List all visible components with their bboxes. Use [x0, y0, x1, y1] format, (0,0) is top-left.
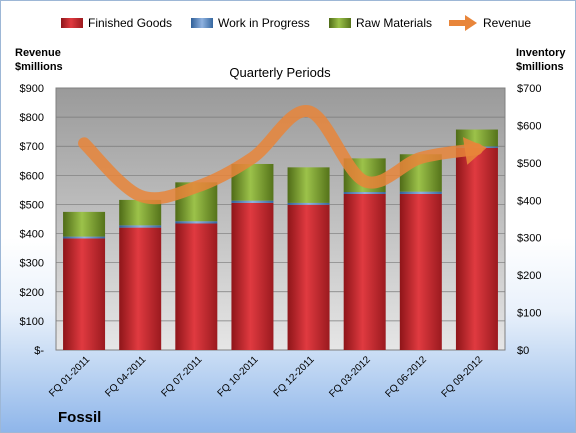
legend-label-work-in-progress: Work in Progress	[218, 16, 310, 30]
revenue-line-arrowhead	[462, 137, 487, 165]
legend-label-raw-materials: Raw Materials	[356, 16, 432, 30]
left-tick-label: $200	[20, 287, 44, 299]
left-tick-label: $900	[20, 83, 44, 95]
category-label: FQ 09-2012	[440, 354, 486, 400]
category-label: FQ 10-2011	[216, 354, 261, 399]
bar-work-in-progress	[231, 200, 274, 203]
bar-finished-goods	[119, 227, 162, 350]
bar-work-in-progress	[287, 202, 330, 205]
right-tick-label: $0	[517, 345, 529, 357]
left-tick-label: $700	[20, 141, 44, 153]
bar-raw-materials	[63, 211, 106, 237]
left-tick-label: $300	[20, 258, 44, 270]
legend-label-revenue: Revenue	[483, 16, 531, 30]
bar-finished-goods	[455, 147, 498, 350]
legend-label-finished-goods: Finished Goods	[88, 16, 172, 30]
right-tick-label: $300	[517, 233, 541, 245]
category-label: FQ 04-2011	[103, 354, 148, 399]
revenue-line-layer	[78, 105, 487, 205]
left-axis-title-line1: Revenue	[15, 47, 61, 59]
bar-finished-goods	[399, 193, 442, 350]
left-tick-label: $600	[20, 170, 44, 182]
right-tick-label: $700	[517, 83, 541, 95]
left-tick-label: $100	[20, 316, 44, 328]
right-tick-label: $600	[517, 120, 541, 132]
legend-swatch-raw-materials	[329, 18, 351, 28]
right-axis-ticks: $0 $100 $200 $300 $400 $500 $600 $700	[517, 83, 541, 357]
category-label: FQ 12-2011	[272, 354, 317, 399]
right-tick-label: $500	[517, 158, 541, 170]
right-axis-title-line1: Inventory	[516, 47, 566, 59]
bar-work-in-progress	[343, 192, 386, 194]
bar-finished-goods	[287, 204, 330, 350]
right-tick-label: $100	[517, 308, 541, 320]
bar-finished-goods	[175, 223, 218, 350]
left-tick-label: $800	[20, 112, 44, 124]
left-tick-label: $500	[20, 199, 44, 211]
left-axis-title-line2: $millions	[15, 61, 63, 73]
bar-finished-goods	[343, 193, 386, 350]
category-label: FQ 07-2011	[159, 354, 204, 399]
legend-swatch-revenue	[449, 15, 477, 31]
bar-finished-goods	[231, 202, 274, 350]
category-label: FQ 06-2012	[383, 354, 429, 400]
legend: Finished Goods Work in Progress Raw Mate…	[61, 15, 531, 31]
bar-work-in-progress	[63, 236, 106, 239]
right-tick-label: $200	[517, 270, 541, 282]
bar-work-in-progress	[399, 191, 442, 194]
bar-work-in-progress	[175, 221, 218, 224]
company-name: Fossil	[58, 409, 101, 426]
bar-raw-materials	[287, 167, 330, 203]
left-tick-label: $400	[20, 229, 44, 241]
bars	[63, 129, 498, 350]
bar-work-in-progress	[119, 225, 162, 228]
category-labels: FQ 01-2011 FQ 04-2011 FQ 07-2011 FQ 10-2011…	[47, 354, 485, 400]
legend-swatch-work-in-progress	[191, 18, 213, 28]
bar-finished-goods	[63, 238, 106, 350]
left-axis-ticks: $- $100 $200 $300 $400 $500 $600 $700 $800 $900	[20, 83, 45, 357]
category-label: FQ 01-2011	[47, 354, 92, 399]
revenue-line	[78, 105, 483, 205]
right-axis-title-line2: $millions	[516, 61, 564, 73]
right-tick-label: $400	[517, 195, 541, 207]
legend-swatch-finished-goods	[61, 18, 83, 28]
category-label: FQ 03-2012	[327, 354, 373, 400]
chart-title: Quarterly Periods	[229, 65, 331, 80]
left-tick-label: $-	[34, 345, 44, 357]
